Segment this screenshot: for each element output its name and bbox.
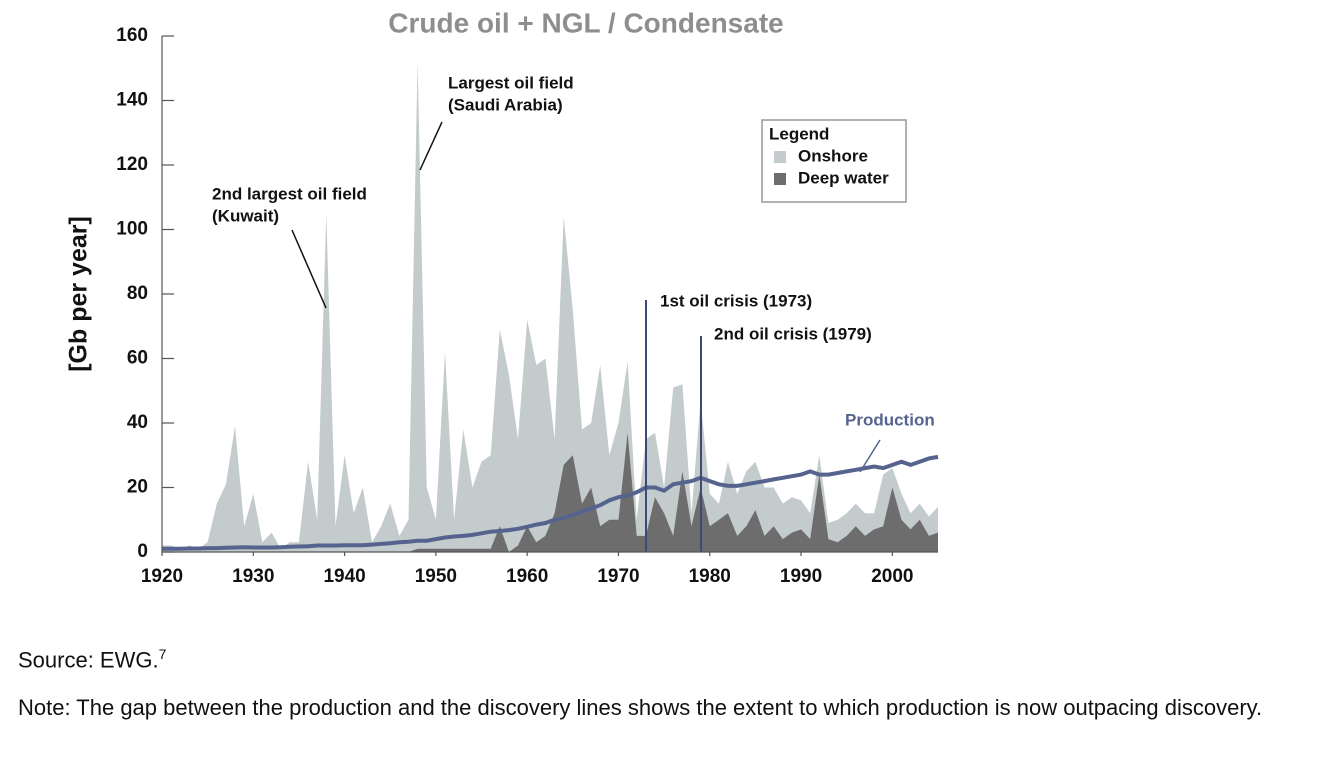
legend-title: Legend — [769, 124, 829, 143]
annotation: Largest oil field — [448, 73, 574, 92]
x-tick-label: 1970 — [597, 566, 639, 587]
source-text: Source: EWG. — [18, 647, 159, 673]
x-tick-label: 1920 — [141, 566, 183, 587]
area — [162, 61, 938, 553]
plot-area — [162, 61, 939, 553]
annotation: 2nd oil crisis (1979) — [714, 324, 872, 343]
series-label: Production — [845, 410, 935, 429]
annotation: 1st oil crisis (1973) — [660, 291, 812, 310]
y-tick-label: 60 — [127, 348, 148, 369]
x-tick-label: 2000 — [871, 566, 913, 587]
legend-label: Deep water — [798, 168, 889, 187]
y-tick-label: 20 — [127, 477, 148, 498]
legend-swatch — [774, 151, 786, 163]
y-axis-label: [Gb per year] — [65, 216, 93, 372]
chart: Crude oil + NGL / Condensate [Gb per yea… — [65, 7, 939, 587]
y-tick-label: 40 — [127, 412, 148, 433]
annotation: (Kuwait) — [212, 206, 279, 225]
x-tick-label: 1930 — [232, 566, 274, 587]
line — [162, 454, 939, 551]
y-tick-label: 120 — [116, 154, 148, 175]
y-tick-label: 0 — [137, 541, 148, 562]
x-tick-label: 1980 — [689, 566, 731, 587]
y-tick-label: 100 — [116, 219, 148, 240]
area — [162, 432, 938, 552]
note: Note: The gap between the production and… — [18, 695, 1263, 720]
x-tick-label: 1990 — [780, 566, 822, 587]
chart-title: Crude oil + NGL / Condensate — [388, 7, 783, 38]
y-tick-label: 80 — [127, 283, 148, 304]
x-tick-label: 1940 — [323, 566, 365, 587]
source: Source: EWG.7 — [18, 646, 166, 673]
x-tick-label: 1950 — [415, 566, 457, 587]
leader-line — [859, 439, 881, 473]
legend-label: Onshore — [798, 146, 868, 165]
x-tick-label: 1960 — [506, 566, 548, 587]
y-tick-label: 160 — [116, 25, 148, 46]
y-tick-label: 140 — [116, 90, 148, 111]
leader-line — [419, 121, 443, 171]
leader-line — [291, 229, 327, 309]
source-ref: 7 — [158, 646, 167, 662]
annotation: 2nd largest oil field — [212, 184, 367, 203]
annotation: (Saudi Arabia) — [448, 95, 563, 114]
legend-swatch — [774, 173, 786, 185]
